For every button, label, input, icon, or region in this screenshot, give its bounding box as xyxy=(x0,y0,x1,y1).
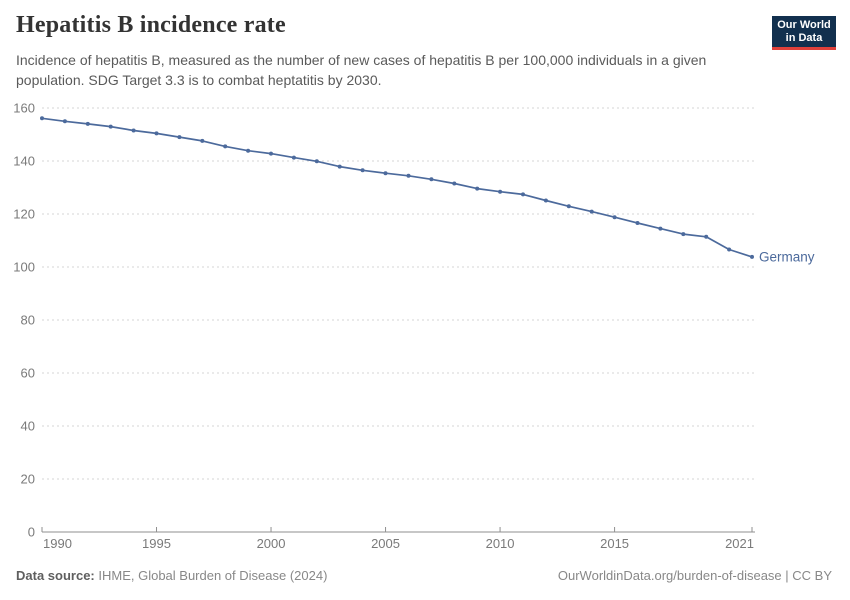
data-point-2002[interactable] xyxy=(314,159,319,164)
series-label-germany[interactable]: Germany xyxy=(759,249,815,264)
x-tick-label: 2015 xyxy=(600,536,629,551)
data-point-2000[interactable] xyxy=(269,151,273,156)
logo-line2: in Data xyxy=(785,31,823,44)
data-point-2009[interactable] xyxy=(475,186,480,191)
owid-logo[interactable]: Our World in Data xyxy=(772,16,836,50)
data-source: Data source: IHME, Global Burden of Dise… xyxy=(16,568,327,583)
data-point-1991[interactable] xyxy=(62,119,67,124)
y-tick-label: 140 xyxy=(13,154,35,169)
data-point-2012[interactable] xyxy=(543,198,548,203)
data-point-2007[interactable] xyxy=(429,177,434,182)
data-point-1997[interactable] xyxy=(200,138,205,143)
data-point-2003[interactable] xyxy=(337,164,342,169)
data-point-2021[interactable] xyxy=(750,254,754,259)
footer-links: OurWorldinData.org/burden-of-disease | C… xyxy=(558,568,832,583)
data-point-1996[interactable] xyxy=(177,135,182,140)
data-point-2014[interactable] xyxy=(589,209,594,214)
x-tick-label: 1990 xyxy=(43,536,72,551)
y-tick-label: 100 xyxy=(13,260,35,275)
data-point-2006[interactable] xyxy=(406,173,411,178)
page-title: Hepatitis B incidence rate xyxy=(16,12,286,38)
y-tick-label: 120 xyxy=(13,207,35,222)
footer-separator: | xyxy=(781,568,793,583)
data-point-2017[interactable] xyxy=(658,226,663,231)
x-tick-label: 1995 xyxy=(142,536,171,551)
x-tick-label: 2021 xyxy=(725,536,754,551)
data-point-2015[interactable] xyxy=(612,215,617,220)
x-tick-label: 2000 xyxy=(257,536,286,551)
data-point-1999[interactable] xyxy=(246,148,251,153)
chart-subtitle: Incidence of hepatitis B, measured as th… xyxy=(16,52,707,88)
data-point-2018[interactable] xyxy=(681,232,686,237)
y-tick-label: 20 xyxy=(21,472,35,487)
logo-line1: Our World xyxy=(777,18,831,31)
y-tick-label: 60 xyxy=(21,366,35,381)
data-point-1992[interactable] xyxy=(85,121,90,126)
data-point-2016[interactable] xyxy=(635,221,640,225)
x-tick-label: 2005 xyxy=(371,536,400,551)
data-source-label: Data source: xyxy=(16,568,95,583)
license-link[interactable]: CC BY xyxy=(792,568,832,583)
y-tick-label: 80 xyxy=(21,313,35,328)
data-point-1993[interactable] xyxy=(108,124,113,129)
y-tick-label: 40 xyxy=(21,419,35,434)
data-point-2001[interactable] xyxy=(291,155,296,160)
y-tick-label: 160 xyxy=(13,101,35,116)
data-point-2013[interactable] xyxy=(566,204,571,209)
data-point-2011[interactable] xyxy=(521,192,525,197)
data-point-2008[interactable] xyxy=(452,181,457,186)
data-point-2005[interactable] xyxy=(383,171,388,176)
data-point-2010[interactable] xyxy=(498,189,503,194)
y-tick-label: 0 xyxy=(28,525,35,540)
data-point-1995[interactable] xyxy=(154,131,159,136)
data-point-1994[interactable] xyxy=(131,128,136,133)
data-point-2004[interactable] xyxy=(360,168,365,173)
data-point-2019[interactable] xyxy=(704,234,709,239)
data-point-1990[interactable] xyxy=(40,116,44,121)
data-source-value: IHME, Global Burden of Disease (2024) xyxy=(94,568,328,583)
data-point-2020[interactable] xyxy=(727,247,732,252)
data-point-1998[interactable] xyxy=(223,144,228,149)
x-tick-label: 2010 xyxy=(486,536,515,551)
owid-url-link[interactable]: OurWorldinData.org/burden-of-disease xyxy=(557,568,782,583)
series-line-germany[interactable] xyxy=(41,117,753,258)
